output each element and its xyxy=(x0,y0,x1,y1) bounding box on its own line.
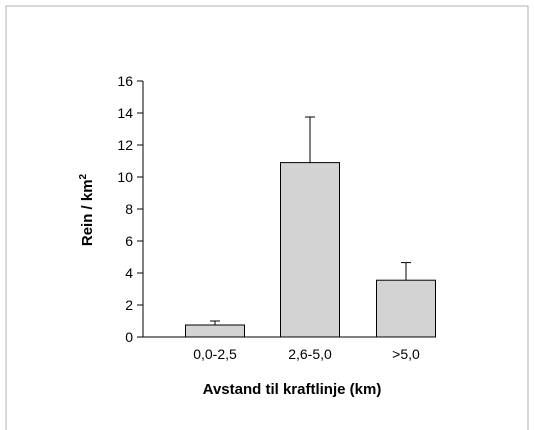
plot-area: 0 2 4 6 8 10 12 14 16 0,0-2,5 2,6-5,0 >5,0 xyxy=(117,73,436,362)
y-tick-label: 12 xyxy=(117,137,133,153)
bar xyxy=(185,324,245,338)
y-tick-label: 0 xyxy=(125,329,133,345)
y-tick-label: 4 xyxy=(125,265,133,281)
x-tick-label: 0,0-2,5 xyxy=(193,346,237,362)
y-tick-label: 10 xyxy=(117,169,133,185)
y-tick-label: 14 xyxy=(117,105,133,121)
y-axis-title-text: Rein / km xyxy=(79,179,96,246)
figure-border xyxy=(5,5,529,430)
y-tick-label: 8 xyxy=(125,201,133,217)
bar xyxy=(280,162,340,338)
x-axis-title: Avstand til kraftlinje (km) xyxy=(203,381,382,398)
y-axis-title: Rein / km2 xyxy=(78,173,96,246)
x-tick-label: 2,6-5,0 xyxy=(288,346,332,362)
y-tick-label: 2 xyxy=(125,297,133,313)
y-tick-label: 6 xyxy=(125,233,133,249)
y-axis-title-superscript: 2 xyxy=(78,173,89,179)
bar xyxy=(376,279,436,338)
x-tick-label: >5,0 xyxy=(392,346,420,362)
y-tick-label: 16 xyxy=(117,73,133,89)
